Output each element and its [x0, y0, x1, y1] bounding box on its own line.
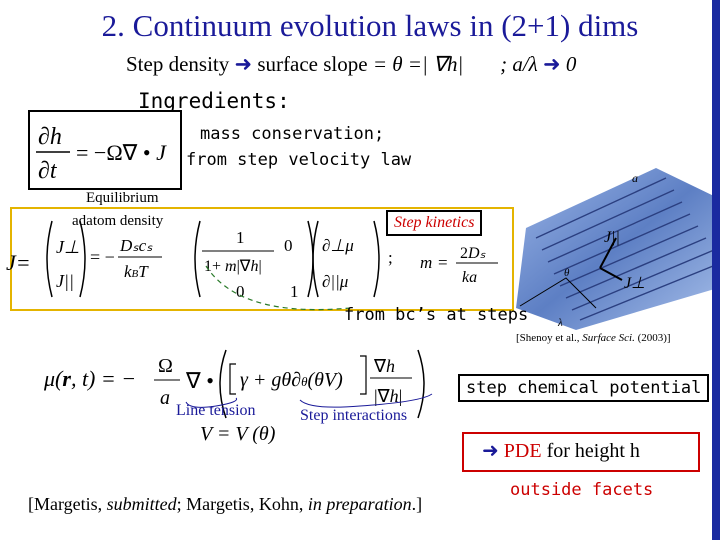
- line-tension-label: Line tension: [176, 402, 256, 419]
- svg-text:∂t: ∂t: [38, 158, 58, 184]
- svg-text:γ + gθ∂θ(θV): γ + gθ∂θ(θV): [240, 369, 343, 391]
- j-perp-label: J⊥: [624, 275, 645, 292]
- subtitle-mid: surface slope: [257, 52, 368, 76]
- right-arrow-icon: ➜: [482, 440, 499, 462]
- svg-text:|∇h|: |∇h|: [374, 386, 402, 406]
- subtitle-lhs: Step density: [126, 52, 230, 76]
- pde-rest: for height h: [541, 440, 640, 462]
- shenoy-citation: [Shenoy et al., Surface Sci. (2003)]: [516, 332, 671, 344]
- svg-text:∇h: ∇h: [373, 356, 395, 376]
- margetis-e: .]: [411, 494, 423, 514]
- svg-text:kBT: kBT: [124, 262, 149, 281]
- shenoy-citation-a: [Shenoy et al.,: [516, 332, 583, 344]
- svg-text:J||: J||: [56, 271, 74, 291]
- svg-text:a: a: [160, 387, 170, 409]
- flux-equation-box: [10, 207, 514, 311]
- subtitle-rhs-end: 0: [565, 52, 577, 76]
- step-interactions-label: Step interactions: [300, 407, 408, 424]
- j-parallel-arrow: [599, 237, 617, 269]
- m-equation: m = 2Dₛ ka: [420, 245, 498, 286]
- svg-text:1+ m|∇h|: 1+ m|∇h|: [204, 258, 262, 275]
- j-parallel-label: J||: [604, 229, 620, 246]
- conservation-equation: ∂h ∂t = −Ω∇ • J: [36, 124, 167, 184]
- subtitle: Step density ➜ surface slope = θ =| ∇h| …: [126, 52, 576, 77]
- svg-text:Ω: Ω: [158, 355, 173, 377]
- svg-text:m: m: [420, 253, 432, 272]
- svg-text:∂⊥μ: ∂⊥μ: [322, 236, 354, 255]
- subtitle-rhs: ; a/λ: [500, 52, 538, 76]
- pde-word: PDE: [503, 440, 542, 462]
- profile-line: [519, 277, 597, 309]
- conservation-equation-box: ∂h ∂t = −Ω∇ • J: [28, 110, 182, 190]
- svg-text:= −Ω∇ • J: = −Ω∇ • J: [76, 140, 167, 165]
- flux-equation: J⊥ J|| = − Dₛcₛ kBT 1 1+ m|∇h| 0 0 1 ∂⊥μ…: [46, 220, 393, 301]
- step-kinetics-badge: Step kinetics: [386, 210, 483, 236]
- shenoy-citation-journal: Surface Sci.: [582, 332, 635, 344]
- svg-text:J⊥: J⊥: [56, 237, 80, 257]
- margetis-b: submitted: [106, 494, 177, 514]
- pde-box: [462, 432, 700, 472]
- right-arrow-icon: ➜: [543, 52, 561, 76]
- svg-text:=: =: [438, 253, 448, 272]
- lambda-label: λ: [557, 317, 563, 329]
- chemical-potential-equation: μ(r, t) = − Ω a ∇ • γ + gθ∂θ(θV) ∇h |∇h|…: [43, 349, 433, 444]
- svg-text:;: ;: [388, 248, 393, 267]
- shenoy-citation-c: (2003)]: [634, 332, 671, 344]
- svg-text:0: 0: [236, 282, 245, 301]
- equilibrium-label: Equilibrium: [86, 190, 159, 206]
- margetis-c: ; Margetis, Kohn,: [176, 494, 308, 514]
- svg-text:1: 1: [290, 282, 299, 301]
- svg-text:1: 1: [236, 228, 245, 247]
- margetis-d: in preparation: [307, 494, 412, 514]
- svg-text:= −: = −: [90, 247, 115, 267]
- step-chemical-potential-badge: step chemical potential: [458, 374, 710, 402]
- pde-label: ➜ PDE for height h: [482, 438, 640, 463]
- svg-text:Dₛcₛ: Dₛcₛ: [119, 236, 153, 255]
- svg-text:μ(r, t) = −: μ(r, t) = −: [43, 366, 136, 391]
- svg-text:0: 0: [284, 236, 293, 255]
- svg-text:∂||μ: ∂||μ: [322, 272, 348, 291]
- step-lines: [535, 177, 718, 321]
- margetis-citation: [Margetis, submitted; Margetis, Kohn, in…: [28, 494, 422, 515]
- step-velocity-label: from step velocity law: [186, 150, 412, 170]
- j-perp-arrow: [599, 267, 623, 281]
- mass-conservation-label: mass conservation;: [200, 124, 385, 144]
- adatom-density-label: adatom density: [72, 213, 164, 229]
- svg-text:ka: ka: [462, 269, 477, 286]
- step-surface-illustration: a J|| J⊥ θ λ: [516, 168, 718, 330]
- slide-title: 2. Continuum evolution laws in (2+1) dim…: [101, 8, 639, 43]
- subtitle-eq: = θ =| ∇h|: [372, 52, 464, 76]
- corner-label: a: [632, 171, 638, 185]
- right-arrow-icon: ➜: [234, 52, 253, 76]
- ingredients-heading: Ingredients:: [138, 89, 290, 113]
- margetis-a: [Margetis,: [28, 494, 107, 514]
- outside-facets-label: outside facets: [510, 480, 654, 500]
- svg-text:∇ •: ∇ •: [185, 368, 214, 393]
- right-edge-bar: [712, 0, 720, 540]
- svg-text:∂h: ∂h: [38, 124, 62, 150]
- dashed-connector: [205, 265, 351, 311]
- svg-text:2Dₛ: 2Dₛ: [460, 245, 487, 262]
- flux-label: J=: [6, 250, 31, 275]
- from-bc-label: from bc’s at steps: [344, 305, 529, 325]
- svg-text:V = V (θ): V = V (θ): [200, 423, 276, 444]
- angle-label: θ: [564, 267, 570, 279]
